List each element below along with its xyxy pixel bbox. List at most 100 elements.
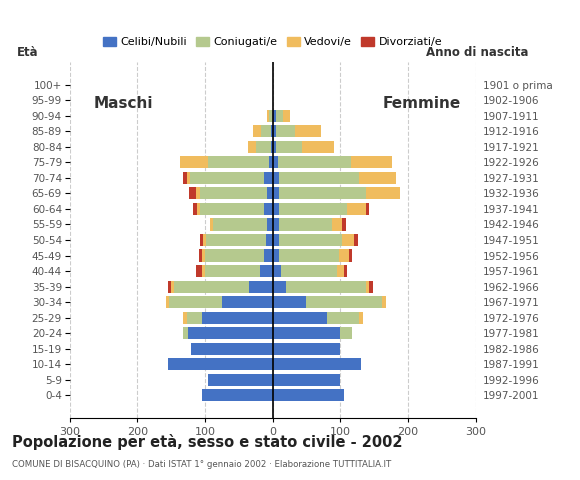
Bar [202,250,205,262]
Bar [302,141,334,153]
Bar [280,172,359,184]
Bar [269,109,273,122]
Bar [278,156,351,168]
Bar [261,125,271,137]
Bar [283,109,289,122]
Bar [337,265,343,277]
Bar [194,203,197,215]
Bar [280,250,339,262]
Bar [267,218,273,230]
Bar [169,296,222,308]
Bar [280,203,347,215]
Bar [222,296,273,308]
Bar [286,280,366,293]
Bar [382,296,386,308]
Bar [183,172,187,184]
Bar [264,172,273,184]
Text: Età: Età [17,46,38,59]
Bar [273,374,340,386]
Bar [349,250,353,262]
Bar [273,218,280,230]
Text: Anno di nascita: Anno di nascita [426,46,528,59]
Bar [273,358,361,371]
Bar [180,156,208,168]
Bar [189,187,196,200]
Bar [253,125,261,137]
Bar [332,218,342,230]
Bar [267,109,269,122]
Bar [342,234,354,246]
Bar [191,343,273,355]
Bar [183,327,188,339]
Bar [210,218,213,230]
Bar [190,172,264,184]
Bar [280,187,366,200]
Bar [200,187,267,200]
Bar [260,265,273,277]
Bar [196,187,200,200]
Bar [203,234,206,246]
Bar [343,265,347,277]
Bar [273,265,281,277]
Bar [354,234,358,246]
Bar [175,280,249,293]
Bar [359,172,397,184]
Bar [280,218,332,230]
Bar [183,312,187,324]
Bar [168,358,273,371]
Text: Femmine: Femmine [382,96,461,111]
Bar [276,125,295,137]
Bar [197,203,200,215]
Bar [206,234,266,246]
Bar [281,265,337,277]
Text: COMUNE DI BISACQUINO (PA) · Dati ISTAT 1° gennaio 2002 · Elaborazione TUTTITALIA: COMUNE DI BISACQUINO (PA) · Dati ISTAT 1… [12,460,391,469]
Bar [205,250,264,262]
Bar [273,125,276,137]
Bar [340,327,353,339]
Bar [200,203,264,215]
Bar [271,141,273,153]
Bar [271,125,273,137]
Bar [256,141,271,153]
Bar [202,312,273,324]
Bar [339,250,349,262]
Bar [273,327,340,339]
Bar [188,327,273,339]
Bar [276,109,283,122]
Bar [187,172,190,184]
Bar [366,203,369,215]
Bar [273,234,280,246]
Bar [273,109,276,122]
Bar [264,203,273,215]
Bar [213,218,267,230]
Bar [280,234,342,246]
Bar [267,187,273,200]
Bar [342,218,346,230]
Bar [273,203,280,215]
Bar [351,156,392,168]
Bar [273,187,280,200]
Bar [273,280,286,293]
Bar [171,280,175,293]
Bar [269,156,273,168]
Bar [200,234,203,246]
Bar [276,141,302,153]
Bar [205,265,260,277]
Bar [248,141,256,153]
Bar [168,280,171,293]
Bar [273,250,280,262]
Bar [273,312,327,324]
Bar [208,156,269,168]
Bar [202,265,205,277]
Bar [347,203,366,215]
Bar [306,296,382,308]
Bar [199,250,202,262]
Bar [273,141,276,153]
Bar [273,156,278,168]
Bar [249,280,273,293]
Bar [273,389,343,401]
Bar [273,172,280,184]
Bar [366,280,369,293]
Bar [208,374,273,386]
Bar [369,280,373,293]
